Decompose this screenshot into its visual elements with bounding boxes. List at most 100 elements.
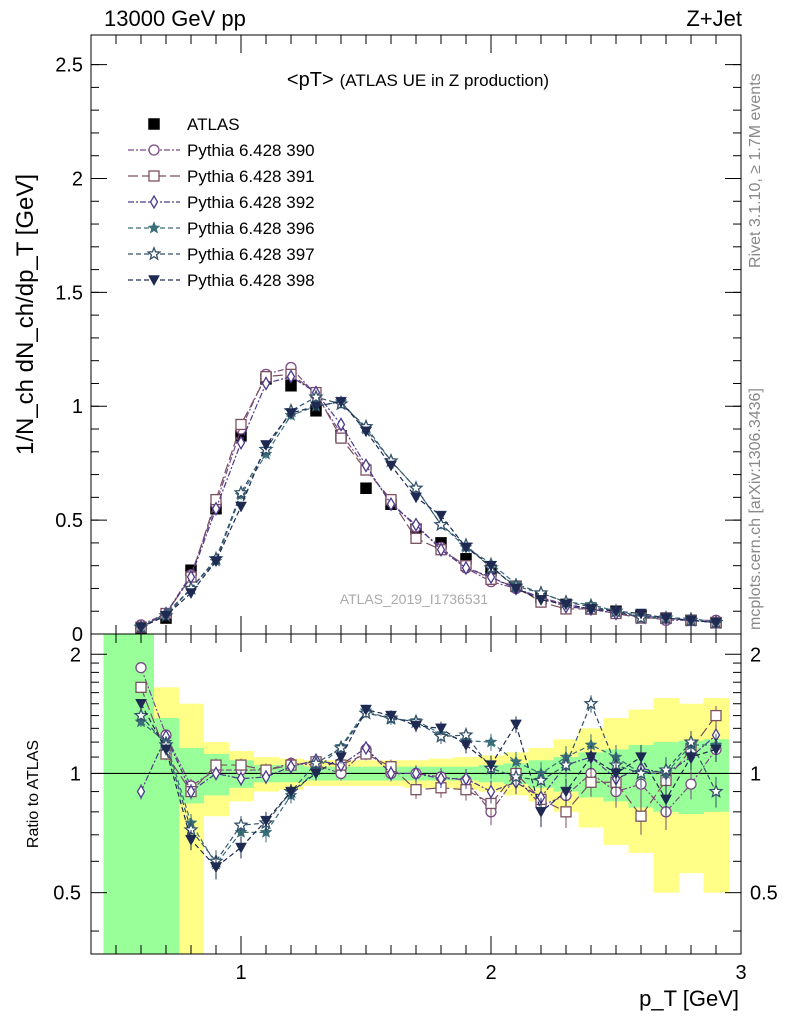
collision-energy-label: 13000 GeV pp — [104, 6, 246, 31]
data-point — [235, 759, 247, 771]
data-point — [210, 556, 222, 568]
data-point — [710, 617, 722, 629]
series-line — [140, 366, 716, 626]
series-line — [140, 734, 717, 799]
data-point — [386, 496, 396, 512]
data-point — [333, 739, 349, 755]
series-line — [140, 401, 717, 628]
ratio-y-tick-label: 2 — [70, 644, 81, 666]
data-point — [635, 810, 647, 822]
data-point — [211, 501, 221, 517]
data-point — [236, 771, 246, 786]
data-point — [535, 595, 547, 606]
data-point — [286, 759, 296, 775]
data-point — [133, 707, 149, 723]
data-point — [485, 560, 497, 572]
data-point — [335, 396, 347, 408]
data-point — [335, 752, 347, 764]
data-point — [136, 784, 146, 799]
data-point — [308, 755, 324, 770]
legend-label: Pythia 6.428 396 — [187, 219, 315, 238]
data-point — [486, 569, 496, 585]
ratio-y-tick-label-right: 1 — [750, 763, 761, 785]
data-point — [510, 583, 522, 595]
data-point — [585, 776, 597, 788]
data-point — [360, 426, 372, 438]
data-point — [633, 765, 649, 780]
data-point — [185, 835, 197, 846]
data-point — [560, 786, 572, 798]
chart-title: <pT> (ATLAS UE in Z production) — [287, 69, 549, 91]
data-point — [435, 510, 447, 522]
data-point — [186, 784, 196, 799]
data-point — [560, 599, 572, 611]
data-point — [160, 744, 172, 756]
data-point — [485, 760, 497, 772]
data-point — [210, 862, 222, 874]
data-point — [685, 615, 697, 627]
data-point — [135, 622, 147, 634]
data-point — [385, 460, 397, 472]
ratio-y-tick-label: 1 — [70, 763, 81, 785]
legend-item: ATLAS — [148, 115, 240, 134]
data-point — [660, 794, 672, 806]
data-point — [185, 588, 197, 600]
legend-label: Pythia 6.428 397 — [187, 245, 315, 264]
data-point — [509, 754, 523, 768]
data-point — [710, 744, 722, 756]
series-line — [140, 401, 717, 628]
data-point — [310, 401, 322, 413]
data-point — [685, 752, 697, 764]
data-point — [336, 757, 346, 773]
data-point — [386, 766, 396, 781]
series-line — [140, 667, 717, 813]
data-point — [460, 740, 472, 752]
data-point — [235, 842, 247, 854]
ratio-y-axis-label: Ratio to ATLAS — [25, 740, 42, 848]
data-point — [610, 768, 622, 780]
data-point — [135, 681, 147, 693]
data-point — [460, 542, 472, 554]
data-point — [461, 771, 471, 786]
data-point — [508, 768, 524, 784]
data-point — [510, 719, 522, 731]
data-point — [610, 606, 622, 618]
data-point — [385, 710, 397, 722]
data-point — [408, 480, 424, 495]
data-point — [435, 723, 447, 735]
ratio-y-tick-label: 0.5 — [53, 883, 81, 905]
legend-item: Pythia 6.428 397 — [128, 245, 315, 264]
data-point — [585, 604, 597, 615]
data-point — [160, 611, 172, 622]
main-plot-panel: 0 0.5 1 1.5 2 2.5 1/N_ch dN_ch/dp_T [GeV] <pT> (… — [12, 34, 742, 646]
inner-band — [103, 634, 129, 954]
data-point — [583, 695, 599, 711]
data-point — [361, 458, 371, 473]
legend-item: Pythia 6.428 396 — [128, 219, 315, 238]
legend-marker — [148, 118, 160, 130]
x-axis-label: p_T [GeV] — [639, 986, 739, 1011]
data-point — [484, 735, 498, 748]
y-tick-label: 2.5 — [55, 55, 83, 77]
data-point — [486, 784, 496, 799]
data-point — [285, 408, 297, 420]
data-point — [233, 817, 249, 832]
data-point — [710, 709, 722, 722]
ratio-y-tick-label-right: 0.5 — [750, 883, 778, 905]
data-point — [410, 532, 422, 544]
legend-item: Pythia 6.428 390 — [128, 141, 315, 160]
data-point — [261, 376, 271, 391]
data-point — [361, 740, 371, 756]
series-line — [140, 373, 717, 628]
data-point — [660, 613, 672, 625]
data-point — [535, 807, 547, 818]
data-point — [685, 778, 697, 790]
legend-marker — [147, 221, 161, 234]
data-point — [335, 432, 347, 444]
data-point — [235, 418, 247, 431]
data-point — [410, 720, 422, 732]
data-point — [360, 482, 372, 494]
data-point — [308, 389, 324, 404]
process-label: Z+Jet — [686, 6, 742, 31]
